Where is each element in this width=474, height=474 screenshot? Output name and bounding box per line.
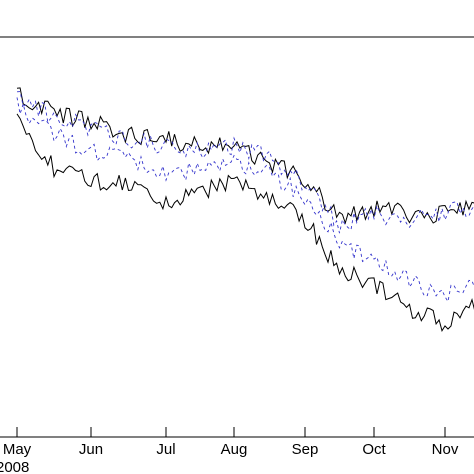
x-tick-label: Nov <box>432 441 459 458</box>
series-layer <box>16 87 474 332</box>
x-tick-label: Aug <box>221 441 248 458</box>
series-line-3 <box>16 113 474 332</box>
series-line-4 <box>16 97 474 303</box>
x-tick-label: Jul <box>156 441 175 458</box>
series-line-1 <box>16 87 474 225</box>
x-tick-label: Oct <box>362 441 386 458</box>
x-tick-label: Sep <box>292 441 319 458</box>
x-axis-year-label: 2008 <box>0 459 29 474</box>
x-tick-label: May <box>3 441 32 458</box>
x-tick-label: Jun <box>79 441 103 458</box>
x-axis-ticks: MayJunJulAugSepOctNovDecJan <box>3 427 459 458</box>
series-line-2 <box>16 91 474 234</box>
